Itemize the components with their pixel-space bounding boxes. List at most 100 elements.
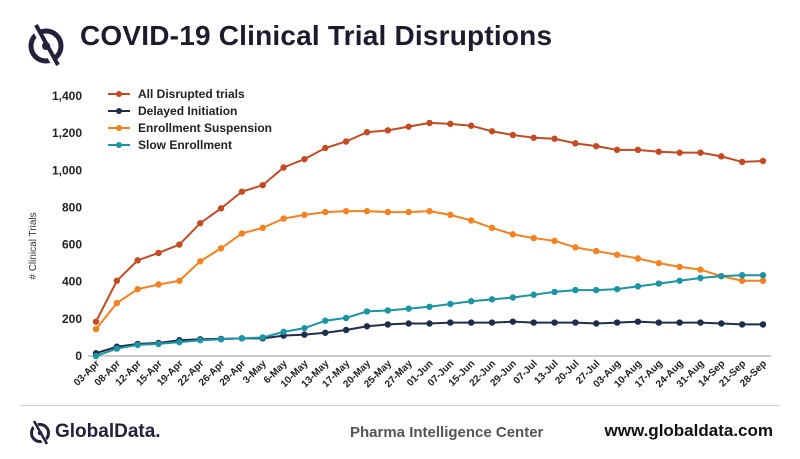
data-point (676, 319, 683, 326)
data-point (301, 211, 308, 219)
data-point (342, 314, 350, 322)
data-point (280, 164, 287, 171)
data-point (384, 307, 392, 314)
data-point (467, 298, 475, 305)
data-point (593, 247, 600, 255)
data-point (634, 318, 642, 325)
legend-marker (116, 142, 122, 148)
legend-label: Slow Enrollment (138, 138, 232, 152)
data-point (426, 207, 433, 215)
data-point (509, 131, 517, 139)
data-point (447, 120, 454, 128)
data-point (176, 338, 183, 346)
data-point (322, 144, 329, 152)
data-point (92, 352, 100, 360)
data-point (676, 277, 683, 284)
data-point (551, 237, 558, 245)
data-point (384, 321, 392, 328)
data-point (384, 127, 392, 134)
data-point (322, 208, 329, 216)
footer-center-text: Pharma Intelligence Center (350, 424, 544, 441)
data-point (530, 291, 537, 298)
data-point (488, 296, 496, 303)
data-point (551, 319, 558, 326)
data-point (697, 149, 704, 156)
data-point (467, 217, 475, 224)
data-point (655, 148, 662, 155)
data-point (363, 323, 371, 330)
y-tick-label: 800 (62, 200, 82, 214)
data-point (447, 211, 454, 219)
header: COVID-19 Clinical Trial Disruptions (0, 0, 800, 80)
data-point (405, 305, 412, 312)
brand-name: GlobalData. (55, 421, 161, 442)
data-point (447, 300, 454, 308)
data-point (113, 345, 121, 352)
data-point (551, 135, 558, 142)
data-point (259, 181, 266, 189)
data-point (134, 285, 141, 293)
data-point (572, 286, 579, 294)
data-point (718, 320, 725, 327)
data-point (488, 224, 496, 232)
data-point (509, 231, 517, 238)
data-point (176, 277, 183, 284)
data-point (738, 277, 746, 284)
data-point (238, 230, 246, 237)
data-point (634, 283, 642, 290)
data-point (363, 129, 371, 136)
data-point (613, 285, 621, 293)
y-tick-label: 0 (75, 349, 82, 363)
data-point (384, 208, 392, 216)
data-point (113, 277, 121, 284)
data-point (217, 336, 225, 343)
data-point (405, 123, 412, 130)
data-point (572, 140, 579, 147)
data-point (697, 266, 704, 273)
data-point (467, 319, 475, 326)
data-point (217, 245, 225, 252)
data-point (655, 280, 662, 287)
data-point (155, 249, 162, 257)
data-point (738, 272, 746, 279)
data-point (613, 146, 621, 154)
data-point (342, 326, 350, 334)
data-point (176, 241, 183, 248)
data-point (759, 272, 767, 279)
data-point (759, 157, 767, 165)
series-line (95, 274, 763, 357)
data-point (363, 308, 371, 315)
data-point (217, 205, 225, 212)
data-point (259, 334, 266, 341)
data-point (530, 234, 537, 242)
data-point (676, 149, 683, 156)
data-point (280, 328, 287, 336)
data-point (697, 319, 704, 326)
y-tick-label: 600 (62, 238, 82, 252)
legend-label: Enrollment Suspension (138, 121, 272, 135)
y-tick-label: 1,000 (52, 163, 82, 177)
data-point (342, 138, 350, 145)
data-point (488, 319, 496, 326)
data-point (593, 286, 600, 294)
data-point (426, 303, 433, 310)
data-point (613, 251, 621, 258)
data-point (155, 340, 162, 348)
legend-label: Delayed Initiation (138, 104, 237, 118)
data-point (488, 128, 496, 135)
line-chart: # Clinical Trials 0 200 400 600 800 1,000 1,200… (28, 87, 771, 390)
y-tick-label: 1,200 (52, 126, 82, 140)
data-point (718, 272, 725, 280)
data-point (92, 318, 100, 325)
legend-marker (116, 108, 122, 114)
data-point (134, 257, 141, 264)
website-link[interactable]: www.globaldata.com (604, 421, 773, 440)
data-point (363, 207, 371, 215)
y-tick-label: 200 (62, 312, 82, 326)
data-point (342, 207, 350, 215)
data-point (197, 337, 204, 344)
data-point (134, 341, 141, 349)
data-point (759, 277, 767, 284)
data-point (738, 158, 746, 166)
data-point (593, 320, 600, 327)
